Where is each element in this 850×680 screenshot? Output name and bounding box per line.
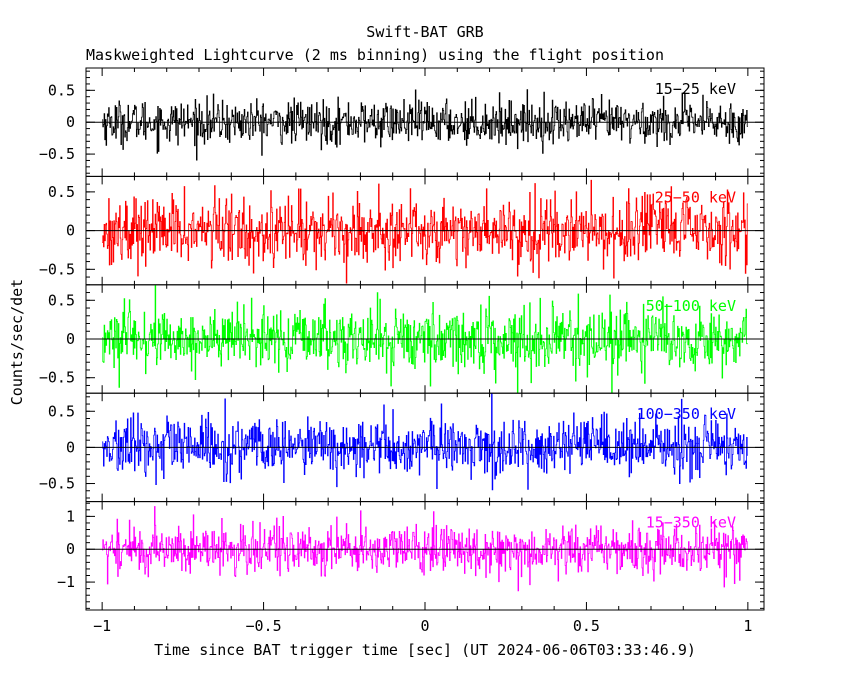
y-tick-label: 0 [66, 113, 75, 131]
y-tick-label: −0.5 [39, 260, 75, 278]
x-tick-label: 1 [743, 617, 752, 635]
panels-group: −0.5 0 0.5 15−25 keV −0.5 0 0.5 25−50 keV −0.5 0 0… [39, 67, 765, 611]
y-tick-label: −0.5 [39, 369, 75, 387]
chart-subtitle: Maskweighted Lightcurve (2 ms binning) u… [86, 46, 664, 64]
y-tick-label: −1 [57, 573, 75, 591]
x-tick-label: 0.5 [573, 617, 600, 635]
x-axis-label: Time since BAT trigger time [sec] (UT 20… [154, 641, 696, 659]
y-tick-label: −0.5 [39, 145, 75, 163]
y-tick-label: 0.5 [48, 183, 75, 201]
y-tick-label: −0.5 [39, 475, 75, 493]
x-tick-label: −1 [93, 617, 111, 635]
x-axis: −1 −0.5 0 0.5 1 [93, 617, 752, 635]
chart-title: Swift-BAT GRB [366, 23, 483, 41]
band-label: 25−50 keV [655, 188, 736, 206]
y-tick-label: 1 [66, 507, 75, 525]
panel-5: −1 0 1 15−350 keV [57, 501, 765, 611]
y-tick-label: 0 [66, 540, 75, 558]
band-label: 50−100 keV [646, 297, 736, 315]
y-tick-label: 0.5 [48, 402, 75, 420]
y-tick-label: 0.5 [48, 291, 75, 309]
x-tick-label: −0.5 [246, 617, 282, 635]
panel-3: −0.5 0 0.5 50−100 keV [39, 284, 765, 394]
panel-1: −0.5 0 0.5 15−25 keV [39, 67, 765, 177]
y-tick-label: 0.5 [48, 81, 75, 99]
x-tick-label: 0 [420, 617, 429, 635]
lightcurve-series-5 [102, 506, 748, 592]
lightcurve-series-4 [102, 393, 748, 491]
lightcurve-series-1 [102, 89, 748, 161]
lightcurve-series-3 [102, 284, 748, 394]
y-axis-label: Counts/sec/det [8, 279, 26, 405]
panel-2: −0.5 0 0.5 25−50 keV [39, 175, 765, 286]
y-tick-label: 0 [66, 222, 75, 240]
y-tick-label: 0 [66, 330, 75, 348]
lightcurve-series-2 [102, 179, 748, 284]
band-label: 15−25 keV [655, 80, 736, 98]
band-label: 15−350 keV [646, 514, 736, 532]
panel-4: −0.5 0 0.5 100−350 keV [39, 392, 765, 503]
band-label: 100−350 keV [637, 405, 736, 423]
y-tick-label: 0 [66, 438, 75, 456]
